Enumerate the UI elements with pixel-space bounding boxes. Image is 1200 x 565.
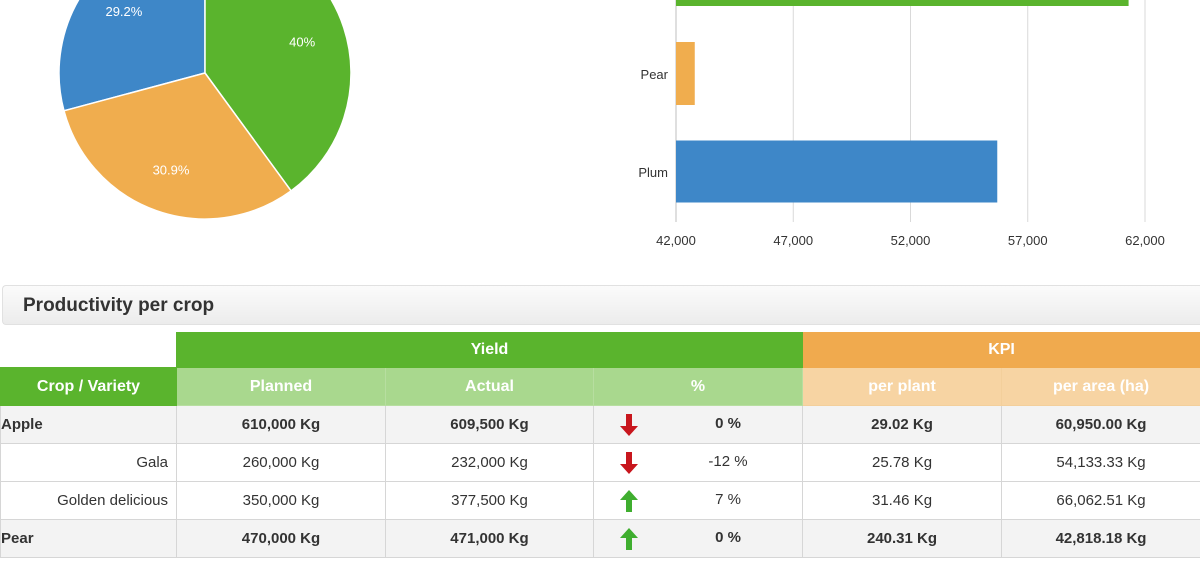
percent-value: -12 % xyxy=(708,453,748,470)
panel-title: Productivity per crop xyxy=(23,295,215,316)
x-tick-label: 47,000 xyxy=(773,233,813,248)
per-area-cell: 42,818.18 Kg xyxy=(1001,519,1200,558)
crop-name-cell: Golden delicious xyxy=(0,481,177,520)
x-tick-label: 57,000 xyxy=(1008,233,1048,248)
x-tick-label: 42,000 xyxy=(656,233,696,248)
pie-slice-label: 30.9% xyxy=(153,162,190,177)
y-category-label: Pear xyxy=(641,67,669,82)
bar[interactable] xyxy=(676,140,998,203)
kpi-group-header: KPI xyxy=(802,332,1200,368)
crop-name-cell: Apple xyxy=(0,405,177,444)
per-area-cell: 54,133.33 Kg xyxy=(1001,443,1200,482)
arrow-up-icon xyxy=(620,528,638,550)
actual-cell: 232,000 Kg xyxy=(385,443,594,482)
header-spacer xyxy=(0,332,177,368)
bar-chart: 42,000 47,000 52,000 57,000 62,000 Pear Plum xyxy=(638,0,1165,248)
percent-value: 0 % xyxy=(715,415,741,432)
y-category-label: Plum xyxy=(638,165,668,180)
per-plant-cell: 25.78 Kg xyxy=(802,443,1003,482)
pie-chart: 29.2% 40% 30.9% xyxy=(58,0,352,220)
per-area-cell: 66,062.51 Kg xyxy=(1001,481,1200,520)
planned-cell: 610,000 Kg xyxy=(176,405,386,444)
table-row[interactable]: Golden delicious 350,000 Kg 377,500 Kg 7 % 3… xyxy=(0,481,1200,520)
col-header-planned[interactable]: Planned xyxy=(176,367,386,406)
col-header-crop[interactable]: Crop / Variety xyxy=(0,367,177,406)
col-header-per-area[interactable]: per area (ha) xyxy=(1001,367,1200,406)
per-plant-cell: 240.31 Kg xyxy=(802,519,1003,558)
pie-slice[interactable] xyxy=(204,0,352,192)
table-row[interactable]: Pear 470,000 Kg 471,000 Kg 0 % 240.31 Kg 42,8… xyxy=(0,519,1200,558)
arrow-up-icon xyxy=(620,490,638,512)
table-row[interactable]: Gala 260,000 Kg 232,000 Kg -12 % 25.78 Kg 54,… xyxy=(0,443,1200,482)
arrow-down-icon xyxy=(620,452,638,474)
percent-value: 7 % xyxy=(715,491,741,508)
col-header-per-plant[interactable]: per plant xyxy=(802,367,1003,406)
percent-cell: 0 % xyxy=(592,519,804,558)
per-plant-cell: 29.02 Kg xyxy=(802,405,1003,444)
per-plant-cell: 31.46 Kg xyxy=(802,481,1003,520)
percent-cell: 0 % xyxy=(592,405,804,444)
percent-cell: 7 % xyxy=(592,481,804,520)
actual-cell: 471,000 Kg xyxy=(385,519,594,558)
crop-name-cell: Gala xyxy=(0,443,177,482)
planned-cell: 350,000 Kg xyxy=(176,481,386,520)
percent-value: 0 % xyxy=(715,529,741,546)
pie-slice[interactable] xyxy=(63,72,293,220)
x-tick-label: 62,000 xyxy=(1125,233,1165,248)
arrow-down-icon xyxy=(620,414,638,436)
x-tick-label: 52,000 xyxy=(891,233,931,248)
productivity-panel-header: Productivity per crop xyxy=(2,285,1200,325)
pie-slice-label: 40% xyxy=(289,34,315,49)
planned-cell: 470,000 Kg xyxy=(176,519,386,558)
col-header-percent[interactable]: % xyxy=(592,367,804,406)
yield-group-header: Yield xyxy=(175,332,804,368)
crop-name-cell: Pear xyxy=(0,519,177,558)
actual-cell: 377,500 Kg xyxy=(385,481,594,520)
table-row[interactable]: Apple 610,000 Kg 609,500 Kg 0 % 29.02 Kg 60,9… xyxy=(0,405,1200,444)
productivity-table: Yield KPI Crop / Variety Planned Actual … xyxy=(0,332,1200,558)
actual-cell: 609,500 Kg xyxy=(385,405,594,444)
planned-cell: 260,000 Kg xyxy=(176,443,386,482)
pie-slice[interactable] xyxy=(58,0,206,112)
bar[interactable] xyxy=(676,42,695,105)
pie-slice-label: 29.2% xyxy=(105,4,142,19)
bar[interactable] xyxy=(676,0,1129,6)
percent-cell: -12 % xyxy=(592,443,804,482)
per-area-cell: 60,950.00 Kg xyxy=(1001,405,1200,444)
col-header-actual[interactable]: Actual xyxy=(385,367,594,406)
